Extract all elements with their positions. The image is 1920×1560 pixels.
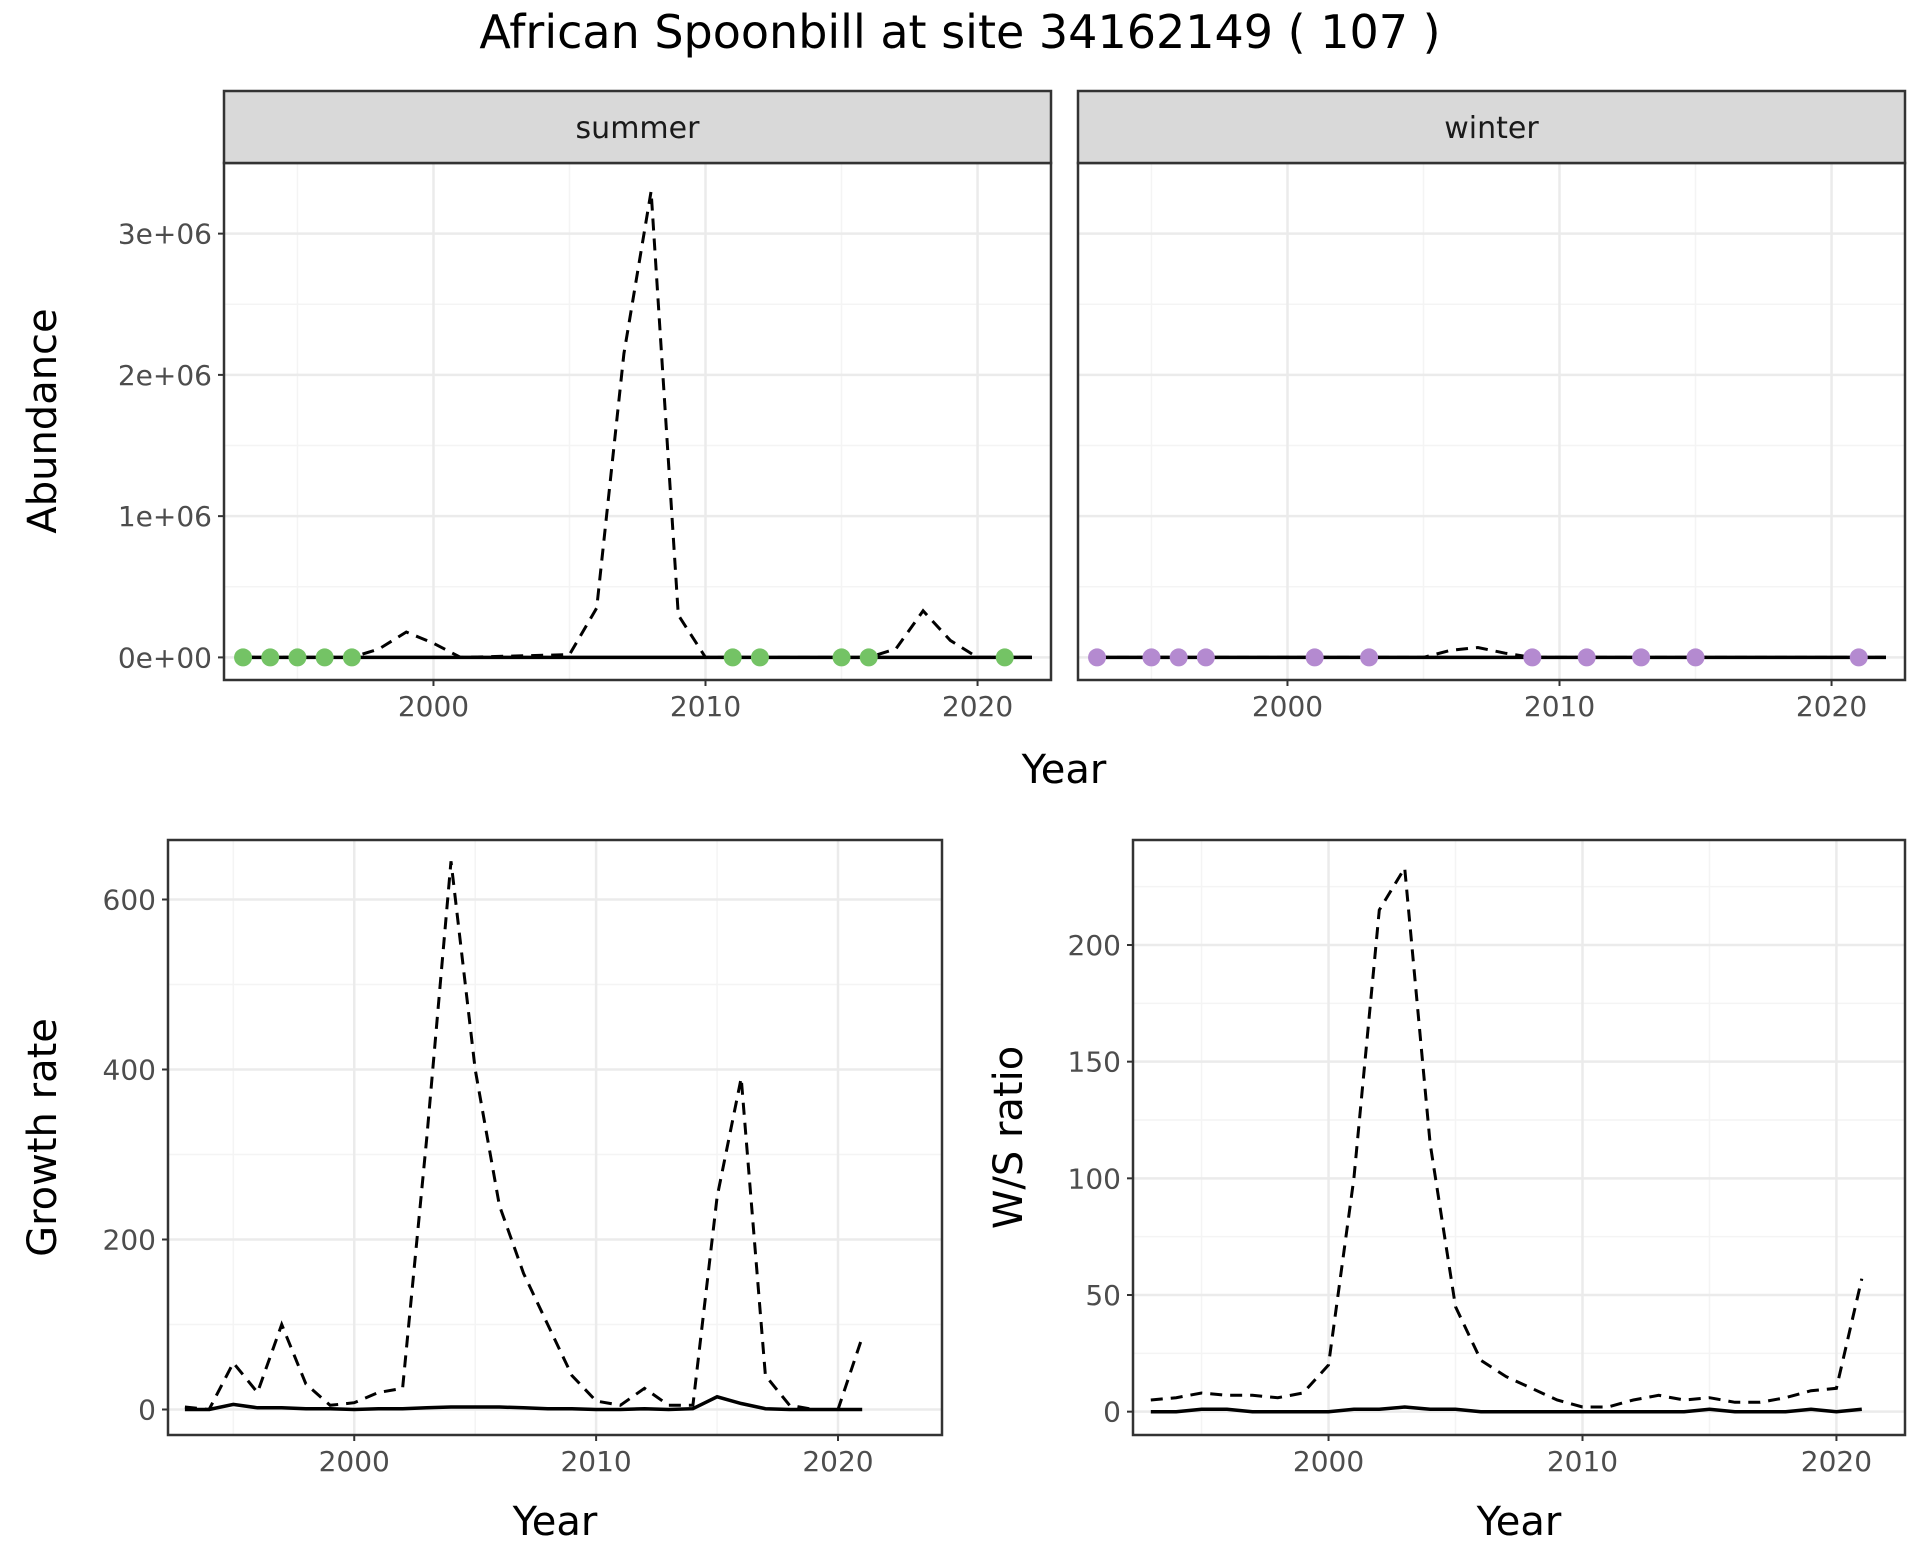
solid-line-series bbox=[184, 1394, 863, 1412]
x-tick-label: 2010 bbox=[1524, 690, 1595, 723]
y-tick-label: 150 bbox=[1068, 1046, 1121, 1079]
x-axis-title: Year bbox=[1476, 1499, 1562, 1545]
data-point-winter bbox=[1849, 648, 1868, 667]
y-tick-label: 50 bbox=[1085, 1279, 1121, 1312]
data-point-winter bbox=[1305, 648, 1324, 667]
data-point-summer bbox=[750, 648, 769, 667]
data-point-winter bbox=[1632, 648, 1651, 667]
y-axis-title: Abundance bbox=[20, 308, 66, 533]
data-point-winter bbox=[1360, 648, 1379, 667]
x-tick-label: 2000 bbox=[398, 690, 469, 723]
data-point-winter bbox=[1196, 648, 1215, 667]
data-point-summer bbox=[832, 648, 851, 667]
facet-strip-label: winter bbox=[1444, 111, 1539, 146]
panel-background bbox=[1078, 163, 1905, 680]
data-point-summer bbox=[342, 648, 361, 667]
y-tick-label: 200 bbox=[103, 1224, 156, 1257]
data-point-summer bbox=[261, 648, 280, 667]
panel-background bbox=[168, 840, 942, 1435]
abundance-chart: summer 2000 2010 2020 0e+00 1e+06 2e+06 3e+06 wi… bbox=[20, 89, 1907, 793]
dashed-line-series bbox=[1150, 863, 1864, 1409]
data-point-summer bbox=[234, 648, 253, 667]
dashed-line-series bbox=[184, 861, 864, 1412]
ws-ratio-chart: 2000 2010 2020 0 50 100 150 200 Year W/S ratio bbox=[986, 838, 1907, 1545]
x-tick-label: 2020 bbox=[1801, 1445, 1872, 1478]
chart-title: African Spoonbill at site 34162149 ( 107… bbox=[479, 5, 1440, 59]
data-point-summer bbox=[723, 648, 742, 667]
y-tick-label: 1e+06 bbox=[118, 500, 212, 533]
x-tick-label: 2010 bbox=[1547, 1445, 1618, 1478]
facet-panel-summer: summer 2000 2010 2020 0e+00 1e+06 2e+06 3e+06 bbox=[118, 89, 1053, 723]
dashed-line-series bbox=[243, 191, 1032, 659]
y-tick-label: 200 bbox=[1068, 929, 1121, 962]
panel-background bbox=[1133, 840, 1905, 1435]
data-point-winter bbox=[1577, 648, 1596, 667]
x-tick-label: 2010 bbox=[670, 690, 741, 723]
y-tick-label: 400 bbox=[103, 1054, 156, 1087]
x-axis-title: Year bbox=[1021, 747, 1107, 793]
y-tick-label: 600 bbox=[103, 884, 156, 917]
x-tick-label: 2000 bbox=[1293, 1445, 1364, 1478]
facet-strip bbox=[1076, 89, 1907, 165]
x-tick-label: 2000 bbox=[1252, 690, 1323, 723]
data-point-winter bbox=[1523, 648, 1542, 667]
panel-border bbox=[166, 838, 944, 1437]
panel-border bbox=[1131, 838, 1907, 1437]
y-tick-label: 2e+06 bbox=[118, 359, 212, 392]
x-tick-label: 2020 bbox=[802, 1445, 873, 1478]
solid-line-series bbox=[1150, 1405, 1862, 1414]
x-tick-label: 2000 bbox=[319, 1445, 390, 1478]
x-axis-title: Year bbox=[512, 1499, 598, 1545]
data-point-summer bbox=[995, 648, 1014, 667]
data-point-summer bbox=[288, 648, 307, 667]
y-axis-title: Growth rate bbox=[20, 1018, 66, 1257]
facet-panel-winter: winter 2000 2010 2020 bbox=[1076, 89, 1907, 723]
facet-strip bbox=[222, 89, 1053, 165]
y-tick-label: 0 bbox=[138, 1394, 156, 1427]
facet-strip-label: summer bbox=[576, 111, 701, 146]
data-point-summer bbox=[859, 648, 878, 667]
x-tick-label: 2020 bbox=[1796, 690, 1867, 723]
y-axis-title: W/S ratio bbox=[986, 1046, 1032, 1229]
y-tick-label: 0e+00 bbox=[118, 641, 212, 674]
y-tick-label: 0 bbox=[1103, 1396, 1121, 1429]
x-tick-label: 2010 bbox=[560, 1445, 631, 1478]
y-tick-label: 100 bbox=[1068, 1162, 1121, 1195]
panel-background bbox=[224, 163, 1051, 680]
data-point-summer bbox=[315, 648, 334, 667]
y-tick-label: 3e+06 bbox=[118, 218, 212, 251]
data-point-winter bbox=[1088, 648, 1107, 667]
data-point-winter bbox=[1686, 648, 1705, 667]
growth-rate-chart: 2000 2010 2020 0 200 400 600 Year Growth rate bbox=[20, 838, 944, 1545]
x-tick-label: 2020 bbox=[942, 690, 1013, 723]
data-point-winter bbox=[1169, 648, 1188, 667]
data-point-winter bbox=[1142, 648, 1161, 667]
